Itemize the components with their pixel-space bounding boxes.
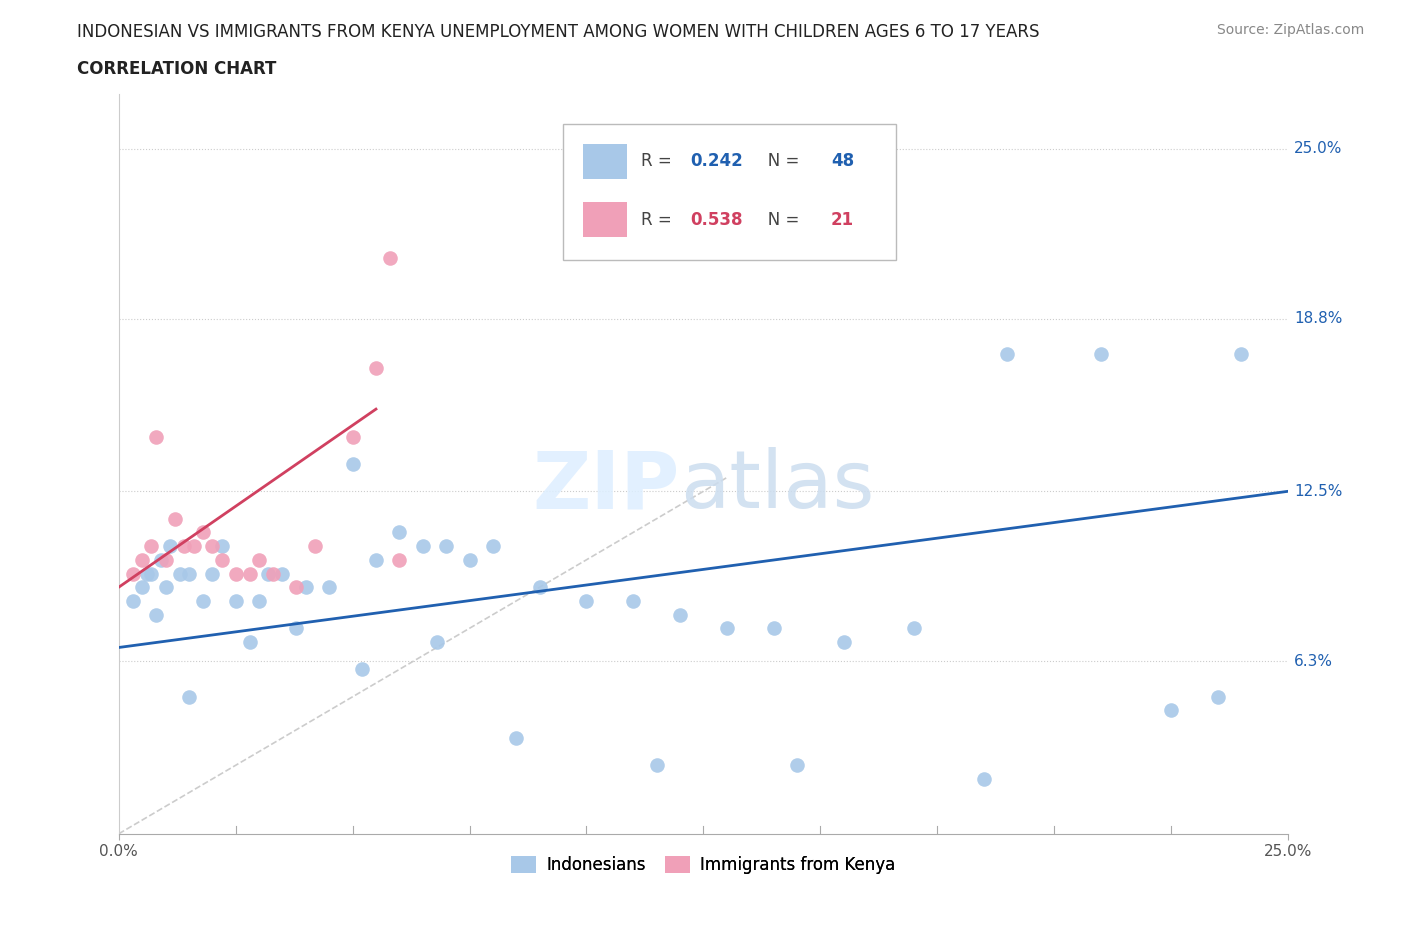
Point [239, 566, 262, 581]
Legend: Indonesians, Immigrants from Kenya: Indonesians, Immigrants from Kenya [505, 849, 903, 881]
Point [412, 538, 434, 553]
Point [201, 538, 224, 553]
Point [225, 593, 247, 608]
Point [388, 552, 411, 567]
Point [159, 538, 181, 553]
Point [342, 457, 364, 472]
Point [1160, 703, 1182, 718]
FancyBboxPatch shape [583, 202, 627, 237]
Text: 0.538: 0.538 [690, 210, 742, 229]
Text: 48: 48 [831, 153, 853, 170]
Point [645, 758, 668, 773]
Point [121, 566, 143, 581]
Point [191, 525, 214, 539]
Text: Source: ZipAtlas.com: Source: ZipAtlas.com [1216, 23, 1364, 37]
Point [295, 579, 318, 594]
Point [169, 566, 191, 581]
Point [201, 566, 224, 581]
Point [239, 634, 262, 649]
Text: CORRELATION CHART: CORRELATION CHART [77, 60, 277, 78]
Text: 12.5%: 12.5% [1294, 484, 1343, 498]
Text: ZIP: ZIP [533, 447, 681, 525]
Point [903, 621, 925, 636]
Point [364, 361, 387, 376]
Text: 21: 21 [831, 210, 853, 229]
Point [378, 251, 401, 266]
Point [155, 552, 177, 567]
Text: atlas: atlas [681, 447, 875, 525]
Point [621, 593, 644, 608]
FancyBboxPatch shape [562, 124, 896, 260]
Point [426, 634, 449, 649]
Point [177, 689, 200, 704]
Text: 18.8%: 18.8% [1294, 312, 1343, 326]
Point [458, 552, 481, 567]
Point [318, 579, 340, 594]
Point [177, 566, 200, 581]
Point [388, 525, 411, 539]
Point [135, 566, 157, 581]
Point [364, 552, 387, 567]
Point [145, 429, 167, 444]
Text: R =: R = [641, 153, 678, 170]
Point [669, 607, 692, 622]
Text: N =: N = [752, 210, 806, 229]
Point [271, 566, 294, 581]
Point [149, 552, 172, 567]
Point [191, 593, 214, 608]
Point [1090, 347, 1112, 362]
Point [342, 429, 364, 444]
Point [1206, 689, 1229, 704]
Point [762, 621, 785, 636]
FancyBboxPatch shape [583, 143, 627, 179]
Point [257, 566, 280, 581]
Point [350, 662, 373, 677]
Point [173, 538, 195, 553]
Point [183, 538, 205, 553]
Point [529, 579, 551, 594]
Text: 25.0%: 25.0% [1294, 141, 1343, 156]
Point [434, 538, 457, 553]
Point [505, 730, 527, 745]
Point [121, 593, 143, 608]
Point [262, 566, 284, 581]
Point [225, 566, 247, 581]
Point [145, 607, 167, 622]
Point [716, 621, 738, 636]
Text: INDONESIAN VS IMMIGRANTS FROM KENYA UNEMPLOYMENT AMONG WOMEN WITH CHILDREN AGES : INDONESIAN VS IMMIGRANTS FROM KENYA UNEM… [77, 23, 1040, 41]
Point [482, 538, 505, 553]
Point [285, 579, 308, 594]
Point [155, 579, 177, 594]
Point [995, 347, 1018, 362]
Point [131, 579, 153, 594]
Point [575, 593, 598, 608]
Point [285, 621, 308, 636]
Text: 6.3%: 6.3% [1294, 654, 1333, 669]
Point [973, 772, 995, 787]
Point [304, 538, 326, 553]
Point [247, 552, 270, 567]
Point [786, 758, 808, 773]
Point [247, 593, 270, 608]
Point [141, 566, 163, 581]
Text: R =: R = [641, 210, 678, 229]
Text: N =: N = [752, 153, 806, 170]
Point [211, 552, 233, 567]
Point [832, 634, 855, 649]
Text: 0.242: 0.242 [690, 153, 744, 170]
Point [141, 538, 163, 553]
Point [1230, 347, 1253, 362]
Point [131, 552, 153, 567]
Point [211, 538, 233, 553]
Point [163, 512, 186, 526]
